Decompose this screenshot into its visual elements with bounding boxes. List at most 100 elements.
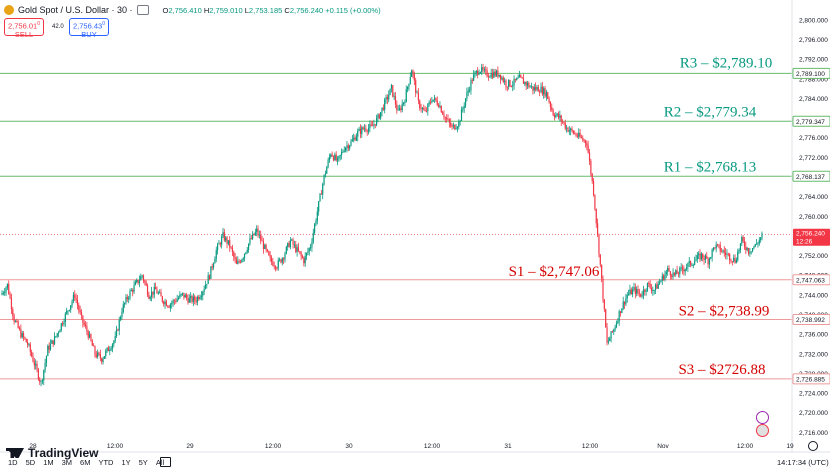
timeframe-1m[interactable]: 1M <box>43 458 54 467</box>
candle-body <box>374 124 376 126</box>
tradingview-logo[interactable]: TradingView <box>6 446 98 460</box>
candle-body <box>342 151 344 153</box>
buy-button[interactable]: 2,756.430 BUY <box>69 18 109 38</box>
candle-body <box>696 255 698 260</box>
candle-body <box>497 70 499 77</box>
price-tick-label: 2,736.000 <box>799 332 828 339</box>
candle-body <box>421 108 424 110</box>
candle-body <box>39 379 41 382</box>
candle-body <box>734 257 736 263</box>
candle-body <box>80 312 83 316</box>
timeframe-5y[interactable]: 5Y <box>138 458 148 467</box>
candle-body <box>588 152 591 161</box>
candle-body <box>299 251 301 253</box>
candle-body <box>716 244 719 246</box>
candle-body <box>354 137 356 141</box>
candle-body <box>249 238 251 244</box>
candle-body <box>49 343 52 350</box>
candle-body <box>150 291 153 298</box>
candle-body <box>107 347 110 352</box>
candle-body <box>471 80 473 82</box>
last-price-tag <box>793 228 830 246</box>
candle-body <box>549 102 552 108</box>
visibility-eye-icon[interactable] <box>136 5 149 15</box>
calendar-icon[interactable] <box>160 457 171 467</box>
candle-body <box>490 72 492 77</box>
candle-body <box>636 288 638 294</box>
candle-body <box>710 257 712 259</box>
candle-body <box>634 287 636 294</box>
candle-body <box>746 248 748 250</box>
candle-body <box>304 255 306 264</box>
timeframe-6m[interactable]: 6M <box>80 458 91 467</box>
candle-body <box>425 110 428 112</box>
candle-body <box>723 250 725 253</box>
candle-body <box>167 305 169 307</box>
candle-body <box>164 301 166 305</box>
candle-body <box>551 107 553 110</box>
candle-body <box>1 292 3 295</box>
candle-body <box>505 80 507 87</box>
candle-body <box>482 67 484 70</box>
candle-body <box>556 113 558 116</box>
candle-body <box>10 298 13 310</box>
candle-body <box>629 289 631 294</box>
candle-body <box>14 320 17 322</box>
price-tick-label: 2,720.000 <box>799 410 828 417</box>
utc-clock[interactable]: 14:17:34 (UTC) <box>777 458 829 467</box>
sell-button[interactable]: 2,756.010 SELL <box>4 18 44 38</box>
symbol-title[interactable]: Gold Spot / U.S. Dollar · 30 · <box>18 5 133 15</box>
candle-body <box>568 130 570 132</box>
candle-body <box>114 336 116 342</box>
timeframe-ytd[interactable]: YTD <box>98 458 114 467</box>
us-flag-icon[interactable] <box>756 424 769 437</box>
lightning-icon[interactable] <box>756 411 769 424</box>
candle-body <box>543 88 545 95</box>
candle-body <box>180 294 182 295</box>
candle-body <box>241 259 243 263</box>
candle-body <box>98 352 100 355</box>
candle-body <box>464 98 467 106</box>
candle-body <box>322 184 324 195</box>
time-axis[interactable]: 28 12:00 29 12:00 30 12:00 31 12:00 Nov 12:00 19 <box>0 443 830 453</box>
candle-body <box>614 327 616 330</box>
candle-body <box>217 244 219 251</box>
timeframe-5d[interactable]: 5D <box>25 458 36 467</box>
candle-body <box>742 236 744 242</box>
price-axis[interactable]: 2,800.0002,796.0002,792.0002,788.0002,78… <box>791 0 830 452</box>
candle-body <box>566 127 568 129</box>
candle-body <box>720 251 723 253</box>
candle-body <box>250 238 252 239</box>
candle-body <box>272 261 274 266</box>
candle-body <box>210 266 212 279</box>
candle-body <box>226 237 228 244</box>
timeframe-3m[interactable]: 3M <box>61 458 73 467</box>
candle-body <box>591 173 593 182</box>
candle-body <box>384 99 386 110</box>
candle-body <box>318 201 320 212</box>
candle-body <box>442 112 444 115</box>
candle-body <box>456 127 459 129</box>
candle-body <box>59 330 61 333</box>
candle-body <box>708 258 711 265</box>
candle-body <box>470 80 472 91</box>
candle-body <box>437 104 440 108</box>
candle-body <box>55 336 57 337</box>
settings-gear-icon[interactable] <box>808 441 818 451</box>
candle-body <box>584 140 587 144</box>
timeframe-1d[interactable]: 1D <box>8 458 18 467</box>
candle-body <box>66 310 68 314</box>
candle-body <box>40 381 42 383</box>
candle-body <box>749 252 751 254</box>
candle-body <box>308 248 310 252</box>
candle-body <box>733 257 735 262</box>
candle-body <box>144 280 146 283</box>
candle-body <box>761 233 763 238</box>
candle-body <box>221 236 223 245</box>
candle-body <box>149 297 151 299</box>
timeframe-1y[interactable]: 1Y <box>121 458 131 467</box>
candle-body <box>407 86 409 90</box>
candle-body <box>508 79 510 87</box>
candle-body <box>24 337 26 339</box>
